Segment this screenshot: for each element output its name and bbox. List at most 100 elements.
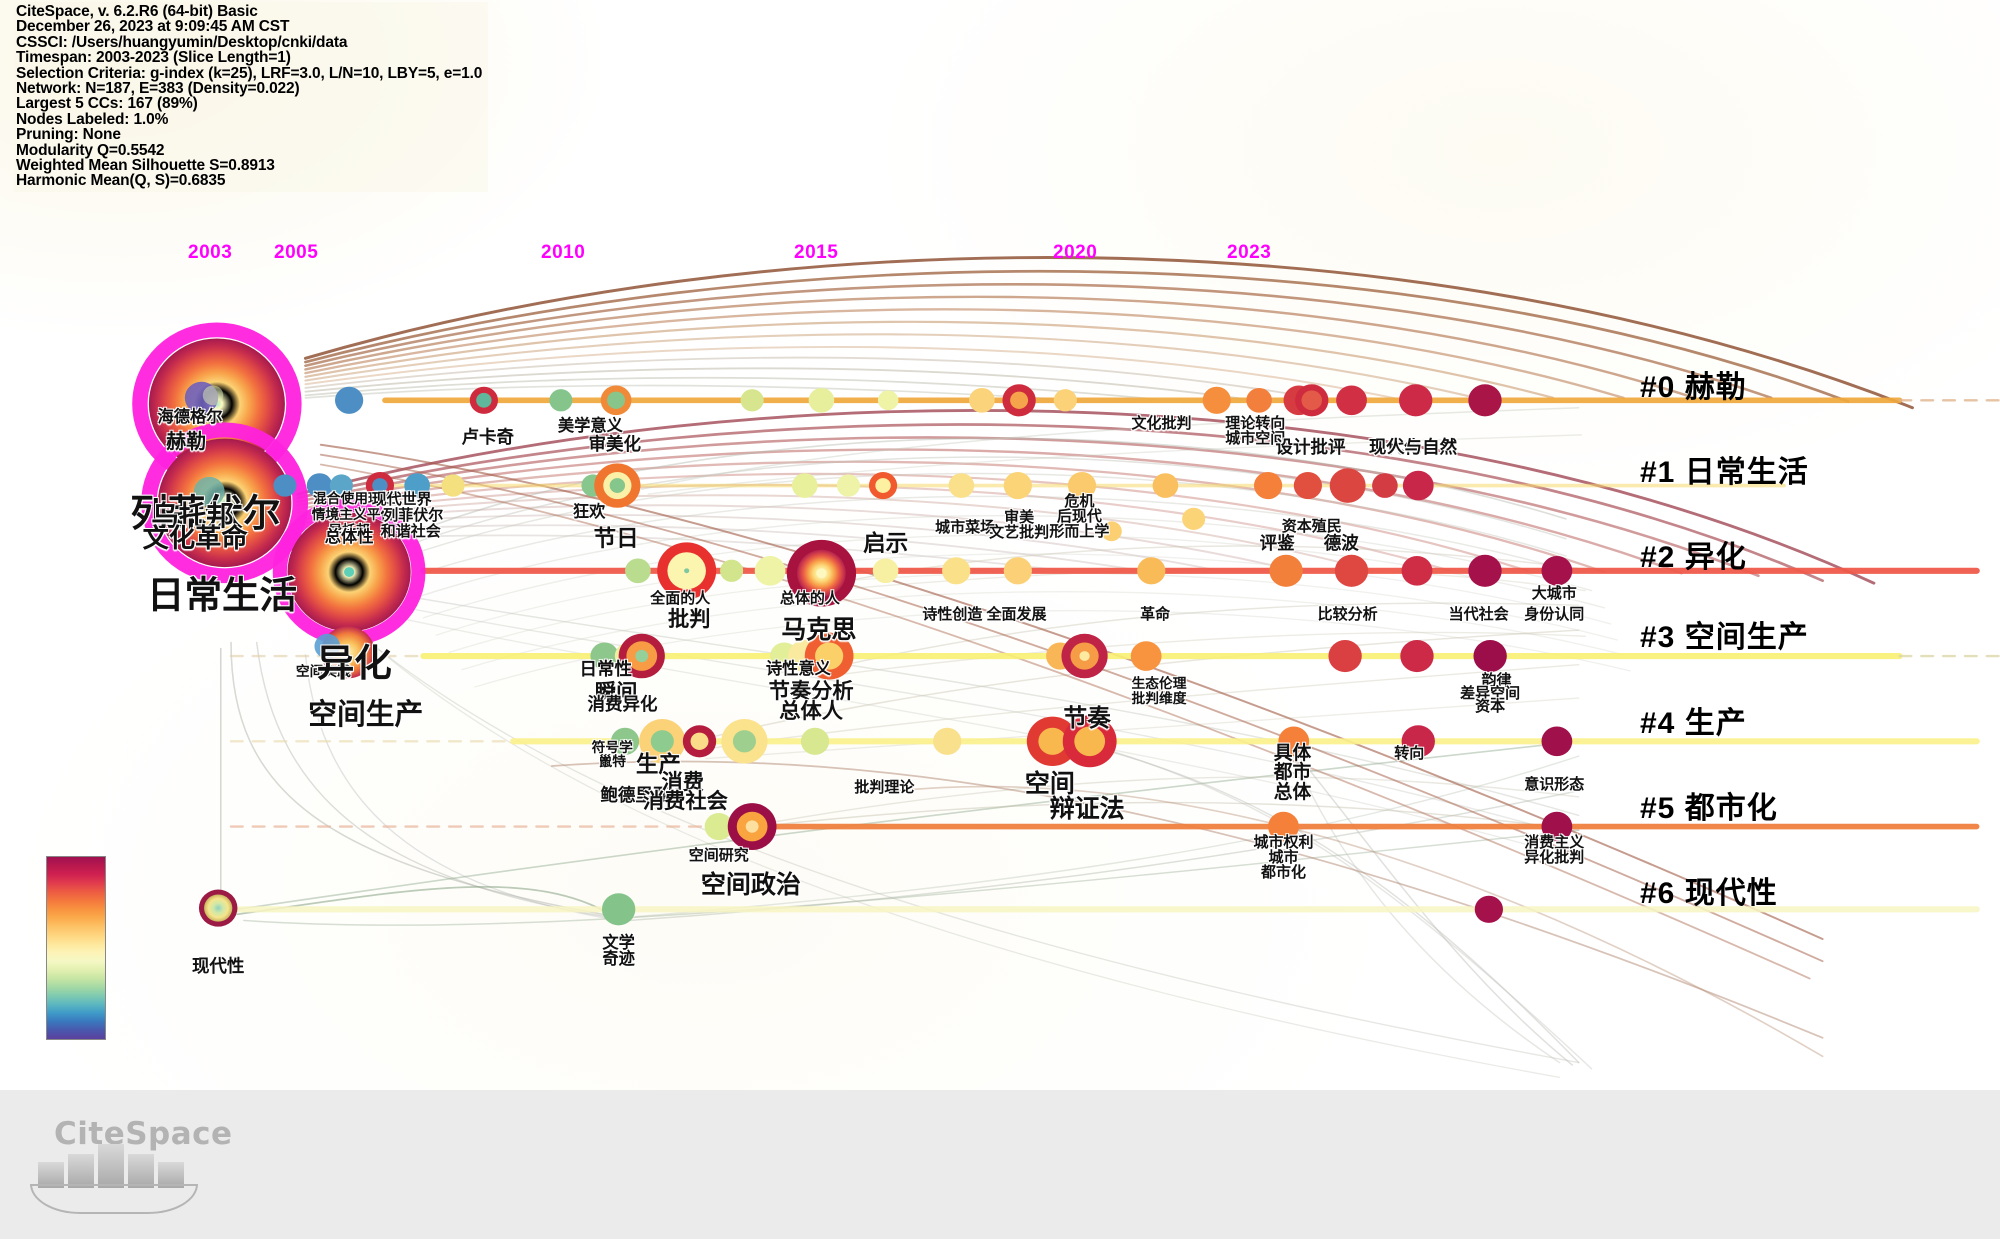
node-label[interactable]: 符号学 <box>591 740 633 756</box>
node-label[interactable]: 奇迹 <box>602 950 635 969</box>
node-label[interactable]: 空间研究 <box>688 846 749 864</box>
node-label[interactable]: 马克思 <box>781 615 857 644</box>
node-label[interactable]: 全面的人 <box>650 589 711 607</box>
node-label[interactable]: 意识形态 <box>1524 776 1585 794</box>
cluster-label-5[interactable]: #5 都市化 <box>1640 791 1778 825</box>
node-label[interactable]: 异化 <box>316 641 392 684</box>
row1-nodes[interactable] <box>273 463 1434 508</box>
node-label[interactable]: 辩证法 <box>1049 794 1125 823</box>
node-label[interactable]: 文化批判 <box>1131 415 1192 433</box>
misc-nodes[interactable] <box>1101 473 1398 542</box>
node-label[interactable]: 节奏分析 <box>768 678 854 703</box>
node-label[interactable]: 生态伦理 <box>1131 676 1187 692</box>
node-label[interactable]: 生产 <box>635 751 681 777</box>
node-label[interactable]: 列菲伏尔 <box>130 492 281 535</box>
node-label[interactable]: 狂欢 <box>572 503 606 522</box>
node-label[interactable]: 异化批判 <box>1524 849 1585 867</box>
node-label[interactable]: 空间生产 <box>308 698 424 731</box>
node-label[interactable]: 列菲伏尔 <box>383 506 444 524</box>
row3-nodes[interactable] <box>590 632 1507 680</box>
node-label[interactable]: 日常性 <box>579 658 633 679</box>
node-liefeier[interactable] <box>141 422 309 584</box>
node-label[interactable]: 评鉴 <box>1259 532 1295 553</box>
node-label[interactable]: 情境主义平价 <box>311 506 395 522</box>
node-label[interactable]: 诗性意义 <box>765 659 831 678</box>
node-label[interactable]: 空间实践 <box>295 663 351 679</box>
node-label[interactable]: 资本 <box>1475 698 1506 716</box>
node-label[interactable]: 消费社会 <box>642 788 728 813</box>
cluster-label-0[interactable]: #0 赫勒 <box>1640 370 1747 404</box>
row0-nodes[interactable] <box>334 384 1502 417</box>
node-label[interactable]: 巤特 <box>598 753 626 769</box>
node-label[interactable]: 设计批评 <box>1275 436 1346 457</box>
node-label[interactable]: 节日 <box>593 525 639 551</box>
cluster-label-1[interactable]: #1 日常生活 <box>1640 455 1809 489</box>
cluster-label-6[interactable]: #6 现代性 <box>1640 877 1778 911</box>
node-label[interactable]: 诗性创造 <box>922 605 983 623</box>
node-label[interactable]: 批判 <box>667 607 711 632</box>
node-label[interactable]: 总体人 <box>779 698 844 723</box>
node-label[interactable]: 具体 <box>1273 741 1312 763</box>
node-label[interactable]: 人与自然 <box>1387 436 1458 457</box>
node-label[interactable]: 当代社会 <box>1448 605 1509 623</box>
node-label[interactable]: 乌托邦 <box>151 499 234 531</box>
node-label[interactable]: 和谐社会 <box>380 522 441 540</box>
node-label[interactable]: 都市 <box>1273 761 1312 783</box>
node-label[interactable]: 消费主义 <box>1524 834 1585 852</box>
node-label[interactable]: 总体性 <box>324 527 374 546</box>
node-label[interactable]: 德波 <box>1323 532 1359 553</box>
row6-nodes[interactable] <box>601 893 1503 926</box>
node-label[interactable]: 空间政治 <box>700 871 801 900</box>
node-label[interactable]: 消费异化 <box>587 693 658 714</box>
node-label[interactable]: 总体 <box>1273 781 1312 803</box>
node-xiandaixing[interactable] <box>198 889 238 927</box>
node-label[interactable]: 现代性 <box>191 955 245 976</box>
node-label[interactable]: 身份认同 <box>1524 605 1585 623</box>
node-label[interactable]: 鲍德里亚 <box>600 785 671 805</box>
node-label[interactable]: 韵律 <box>1481 672 1512 690</box>
node-label[interactable]: 后现代 <box>1056 508 1102 526</box>
node-label[interactable]: 美学意义 <box>557 416 623 435</box>
row4-nodes[interactable] <box>610 715 1573 768</box>
node-label[interactable]: 批判理论 <box>854 778 915 796</box>
node-label[interactable]: 转向 <box>1394 745 1425 763</box>
node-label[interactable]: 城市菜场 <box>935 519 996 537</box>
node-label[interactable]: 城市权利 <box>1253 834 1314 852</box>
node-label[interactable]: 文艺批判 <box>989 524 1050 542</box>
node-label[interactable]: 资本殖民 <box>1281 517 1342 535</box>
node-label[interactable]: 理论转向 <box>1225 415 1286 433</box>
node-label[interactable]: 启示 <box>863 530 909 556</box>
cluster-label-3[interactable]: #3 空间生产 <box>1640 621 1809 655</box>
node-label[interactable]: 形而上学 <box>1049 522 1110 540</box>
node-label[interactable]: 全面发展 <box>986 605 1047 623</box>
node-label[interactable]: 海德格尔 <box>157 407 223 426</box>
node-label[interactable]: 审美 <box>1004 509 1035 527</box>
node-label[interactable]: 文学 <box>602 934 635 953</box>
node-label[interactable]: 大城市 <box>1531 584 1577 602</box>
node-label[interactable]: 文化革命 <box>142 523 248 554</box>
node-label[interactable]: 卢卡奇 <box>461 426 514 447</box>
row5-nodes[interactable] <box>704 803 1573 851</box>
node-label[interactable]: 异托邦 <box>328 522 370 538</box>
node-label[interactable]: 差异空间 <box>1460 684 1521 702</box>
node-label[interactable]: 空间 <box>1024 770 1075 799</box>
node-label[interactable]: 赫勒 <box>166 431 207 454</box>
node-label[interactable]: 批判维度 <box>1131 690 1187 706</box>
node-label[interactable]: 审美化 <box>588 434 642 455</box>
node-label[interactable]: 城市 <box>1268 849 1299 867</box>
node-label[interactable]: 都市化 <box>1260 863 1307 881</box>
node-label[interactable]: 比较分析 <box>1317 605 1378 623</box>
node-label[interactable]: 革命 <box>1140 605 1171 623</box>
node-label[interactable]: 现代世界 <box>371 490 432 508</box>
node-yihua[interactable] <box>314 626 375 679</box>
node-label[interactable]: 消费 <box>661 770 705 795</box>
node-label[interactable]: 现代化 <box>1368 436 1422 457</box>
node-label[interactable]: 节奏 <box>1063 704 1111 732</box>
node-label[interactable]: 混合使用理性 <box>312 490 396 506</box>
node-label[interactable]: 城市空间 <box>1225 430 1286 448</box>
cluster-label-2[interactable]: #2 异化 <box>1640 541 1747 575</box>
node-label[interactable]: 总体的人 <box>779 589 840 607</box>
node-label[interactable]: 日常生活 <box>147 573 298 616</box>
node-label[interactable]: 瞬间 <box>594 679 638 704</box>
row2-nodes[interactable] <box>625 539 1573 607</box>
